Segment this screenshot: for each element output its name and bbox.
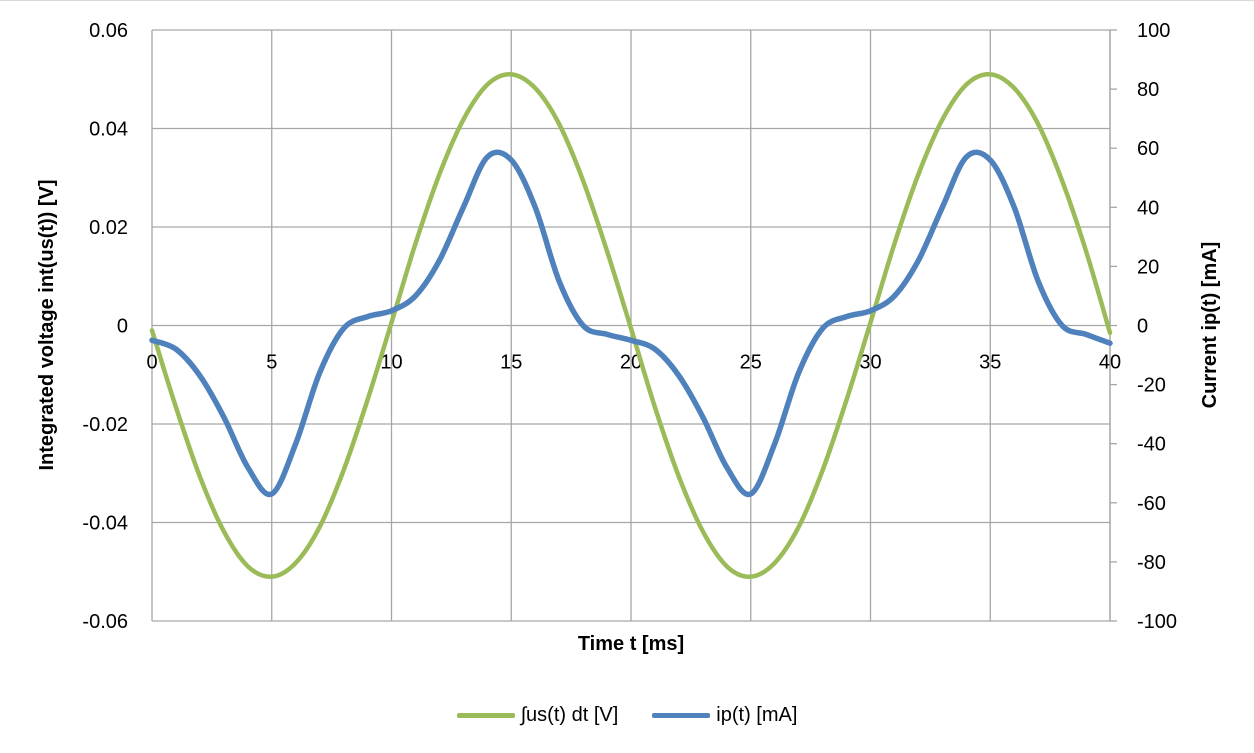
y-tick-label: 0: [117, 316, 128, 338]
y2-tick-label: 0: [1137, 316, 1148, 338]
top-border: [0, 0, 1254, 1]
y2-tick-labels: 100 80 60 40 20 0 -20 -40 -60 -80 -100: [1137, 20, 1177, 633]
legend-swatch-integrated-voltage: [456, 712, 515, 718]
y2-tick-label: -100: [1137, 611, 1177, 633]
legend-swatch-current: [652, 712, 711, 718]
x-tick-label: 5: [266, 352, 277, 374]
y-tick-labels: 0.06 0.04 0.02 0 -0.02 -0.04 -0.06: [82, 20, 128, 633]
y-tick-label: -0.06: [82, 611, 128, 633]
legend-item-integrated-voltage: ∫us(t) dt [V]: [456, 703, 619, 727]
y2-tick-label: -60: [1137, 493, 1166, 515]
y2-tick-label: 60: [1137, 138, 1159, 160]
series-layer: [149, 72, 1113, 579]
x-tick-label: 10: [380, 352, 402, 374]
legend: ∫us(t) dt [V] ip(t) [mA]: [0, 700, 1254, 730]
x-tick-label: 20: [620, 352, 642, 374]
chart: 0 5 10 15 20 25 30 35 40 0.06 0.04 0.02 0 -0.02 -0.04…: [36, 20, 1221, 655]
series-line-current: [149, 149, 1113, 498]
legend-label-integrated-voltage: ∫us(t) dt [V]: [520, 703, 619, 726]
y2-tick-label: 40: [1137, 197, 1159, 219]
legend-item-current: ip(t) [mA]: [652, 704, 797, 727]
y2-tick-label: -40: [1137, 434, 1166, 456]
y2-tick-label: 100: [1137, 20, 1170, 42]
y2-tick-label: 80: [1137, 79, 1159, 101]
y2-tick-label: -80: [1137, 552, 1166, 574]
x-tick-label: 25: [740, 352, 762, 374]
x-tick-label: 40: [1099, 352, 1121, 374]
x-tick-labels: 0 5 10 15 20 25 30 35 40: [146, 352, 1121, 374]
y2-tick-label: 20: [1137, 256, 1159, 278]
y-tick-label: -0.02: [82, 414, 128, 436]
series-line-integrated-voltage: [149, 72, 1113, 579]
x-tick-label: 15: [500, 352, 522, 374]
y-tick-label: 0.04: [89, 119, 128, 141]
x-tick-label: 30: [859, 352, 881, 374]
y-tick-label: -0.04: [82, 513, 128, 535]
y-tick-label: 0.06: [89, 20, 128, 42]
x-tick-label: 35: [979, 352, 1001, 374]
x-tick-label: 0: [146, 352, 157, 374]
chart-grid: [151, 29, 1117, 622]
y2-axis-title: Current ip(t) [mA]: [1199, 242, 1221, 409]
y-tick-label: 0.02: [89, 217, 128, 239]
y2-tick-label: -20: [1137, 375, 1166, 397]
x-axis-title: Time t [ms]: [578, 633, 684, 655]
y-axis-title: Integrated voltage int(us(t)) [V]: [36, 179, 58, 470]
legend-label-current: ip(t) [mA]: [716, 703, 798, 726]
